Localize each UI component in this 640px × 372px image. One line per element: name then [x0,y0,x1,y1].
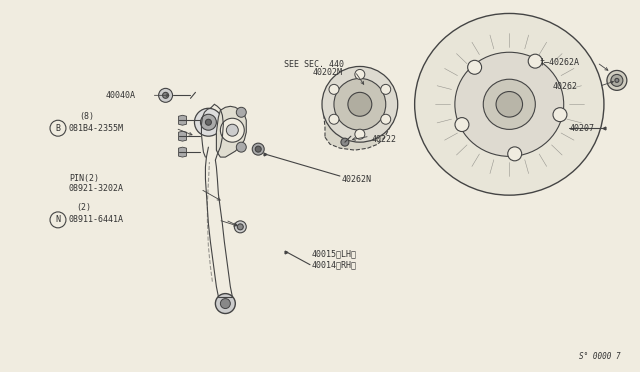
Circle shape [255,146,261,152]
Circle shape [334,78,386,130]
Text: 40202M: 40202M [313,68,343,77]
Circle shape [607,70,627,90]
Circle shape [205,119,211,125]
Text: 40222: 40222 [372,135,397,144]
Text: 40262: 40262 [552,82,577,91]
Circle shape [322,67,397,142]
Circle shape [236,142,246,152]
Text: 40014〈RH〉: 40014〈RH〉 [312,260,357,269]
Ellipse shape [455,52,564,156]
Text: 40040A: 40040A [106,91,136,100]
Text: PIN(2): PIN(2) [69,173,99,183]
Polygon shape [216,106,246,157]
Circle shape [216,294,236,314]
Text: SEE SEC. 440: SEE SEC. 440 [284,60,344,69]
Circle shape [508,147,522,161]
Text: †—40262A: †—40262A [539,58,579,67]
Circle shape [615,78,619,82]
Text: (8): (8) [79,112,94,121]
Circle shape [227,124,238,136]
Circle shape [329,84,339,94]
Circle shape [381,114,390,124]
Polygon shape [324,80,390,150]
Text: 08921-3202A: 08921-3202A [69,185,124,193]
Text: 081B4-2355M: 081B4-2355M [69,124,124,133]
Circle shape [236,107,246,117]
Circle shape [468,60,481,74]
Text: 40207: 40207 [569,124,594,133]
Circle shape [336,89,380,132]
Ellipse shape [483,79,535,129]
Circle shape [348,92,372,116]
Text: 40015〈LH〉: 40015〈LH〉 [312,249,357,258]
Text: S° 0000 7: S° 0000 7 [579,352,621,361]
Circle shape [159,89,173,102]
Circle shape [234,221,246,233]
Circle shape [381,84,390,94]
Circle shape [237,224,243,230]
Circle shape [611,74,623,86]
Circle shape [528,54,542,68]
Polygon shape [179,147,186,157]
Circle shape [252,143,264,155]
Polygon shape [179,115,186,125]
Circle shape [455,118,469,132]
Ellipse shape [496,92,522,117]
Text: (2): (2) [76,203,91,212]
Circle shape [341,138,349,146]
Text: B: B [56,124,61,133]
Circle shape [355,129,365,139]
Circle shape [553,108,567,122]
Circle shape [355,70,365,79]
Circle shape [220,118,244,142]
Text: 40262N: 40262N [342,174,372,183]
Text: 08911-6441A: 08911-6441A [69,215,124,224]
Polygon shape [179,131,186,141]
Circle shape [163,92,168,98]
Circle shape [195,108,222,136]
Circle shape [200,114,216,130]
Ellipse shape [415,13,604,195]
Circle shape [220,299,230,308]
Circle shape [329,114,339,124]
Text: N: N [56,215,61,224]
